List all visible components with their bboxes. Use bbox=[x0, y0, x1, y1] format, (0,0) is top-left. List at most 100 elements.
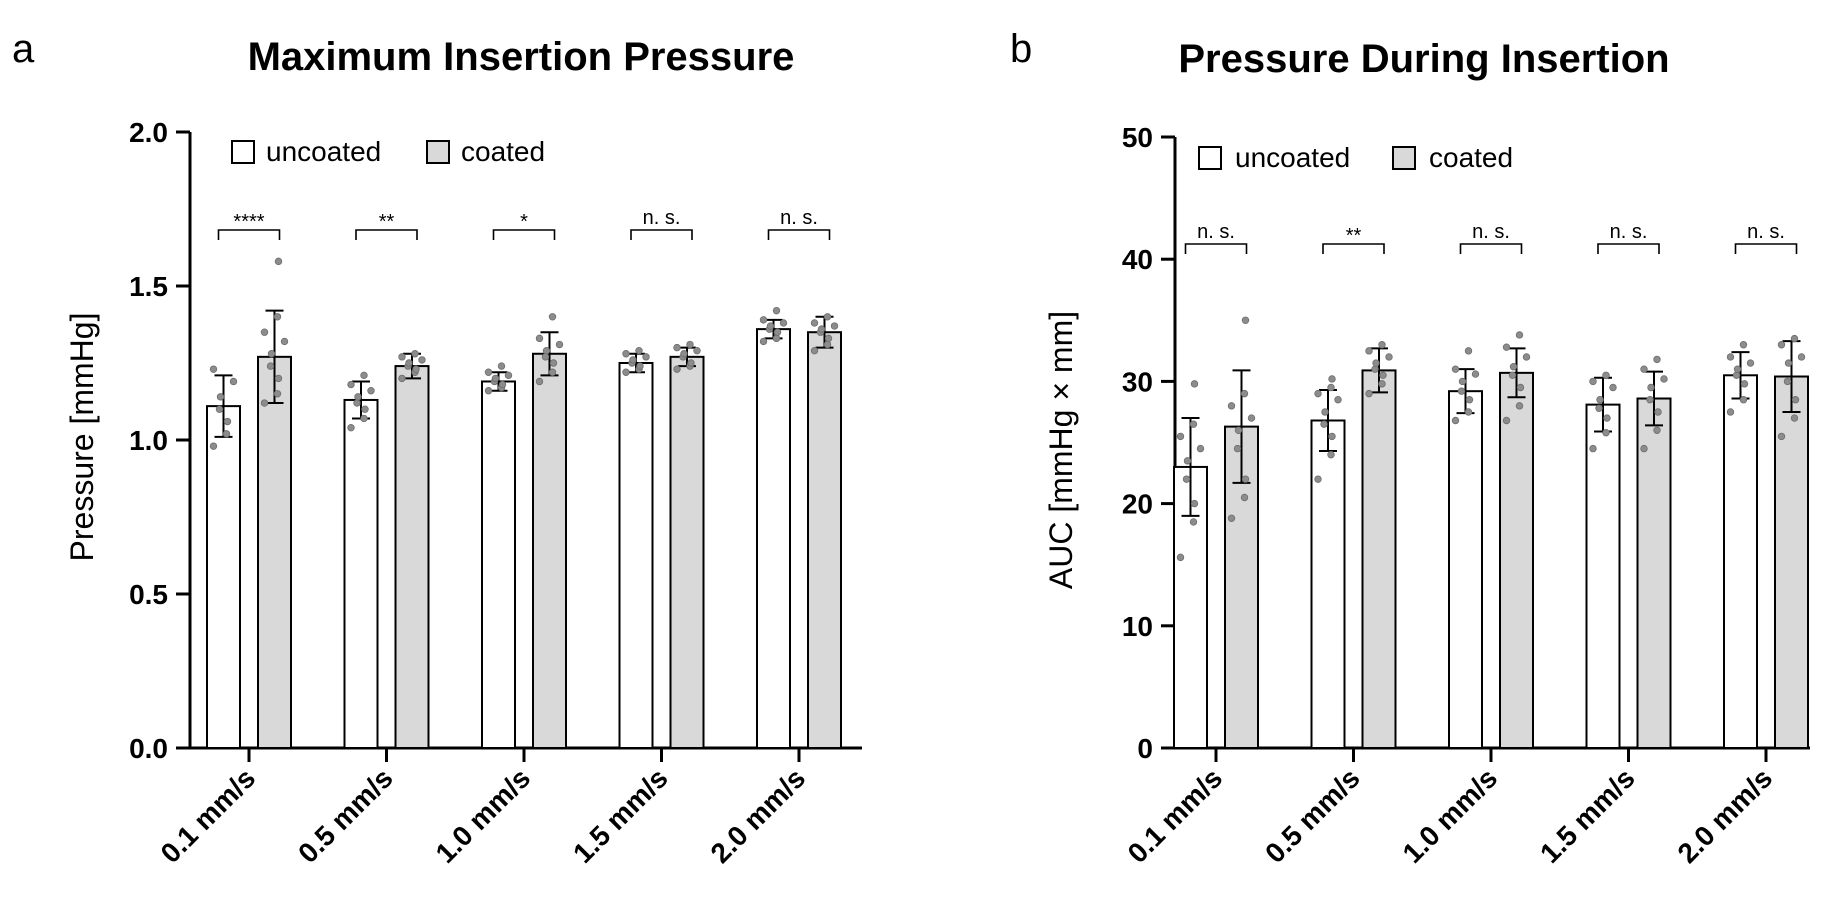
panel-b-y-axis-label: AUC [mmHg × mm] bbox=[1043, 311, 1079, 589]
panel-b-data-point bbox=[1182, 475, 1191, 483]
panel-a-data-point bbox=[484, 387, 493, 395]
panel-a-data-point bbox=[361, 405, 369, 413]
panel-b-data-point bbox=[1516, 383, 1525, 392]
panel-a-x-tick-label: 1.5 mm/s bbox=[567, 762, 674, 869]
panel-a-x-tick-label: 0.5 mm/s bbox=[292, 762, 399, 869]
panel-a-data-point bbox=[636, 362, 644, 370]
panel-b-data-point bbox=[1451, 365, 1460, 373]
panel-a-bar-uncoated bbox=[481, 380, 516, 749]
panel-b-data-point bbox=[1334, 396, 1342, 404]
panel-b-data-point bbox=[1784, 359, 1793, 367]
panel-b-data-point bbox=[1457, 387, 1466, 395]
panel-b-significance-bracket bbox=[1734, 243, 1798, 254]
panel-b-bar-coated bbox=[1636, 397, 1672, 749]
panel-b-data-point bbox=[1458, 377, 1467, 386]
panel-a-y-tick-label: 1.0 bbox=[129, 425, 168, 456]
panel-a-data-point bbox=[398, 374, 406, 383]
panel-a-data-point bbox=[266, 362, 275, 370]
panel-b-data-point bbox=[1247, 414, 1256, 422]
panel-b-data-point bbox=[1739, 396, 1748, 404]
panel-a-data-point bbox=[823, 313, 832, 321]
panel-a-data-point bbox=[759, 337, 768, 346]
panel-a-data-point bbox=[830, 322, 839, 330]
panel-a-data-point bbox=[273, 390, 282, 398]
panel-b-data-point bbox=[1372, 359, 1380, 367]
panel-b-significance-bracket bbox=[1322, 243, 1385, 254]
panel-a-data-point bbox=[354, 393, 362, 401]
panel-b-bar-coated bbox=[1361, 369, 1397, 749]
panel-b-data-point bbox=[1739, 341, 1748, 349]
panel-b-data-point bbox=[1654, 408, 1662, 416]
panel-a-data-point bbox=[367, 387, 375, 395]
panel-b-y-tick-label: 50 bbox=[1122, 122, 1153, 153]
panel-a-data-point bbox=[223, 417, 232, 426]
panel-a-plot-area: 0.0 0.5 1.0 1.5 2.0 0.1 mm/s **** 0.5 mm/s ** 1.0… bbox=[129, 117, 862, 869]
panel-a-data-point bbox=[817, 325, 826, 333]
panel-b-data-point bbox=[1726, 353, 1735, 361]
panel-b-data-point bbox=[1314, 475, 1322, 483]
panel-a-significance-label: **** bbox=[233, 211, 264, 233]
panel-a-data-point bbox=[412, 365, 420, 373]
panel-b-data-point bbox=[1190, 380, 1199, 388]
panel-b-data-point bbox=[1183, 457, 1192, 465]
panel-a-bar-uncoated bbox=[206, 405, 241, 749]
panel-b-bar-coated bbox=[1499, 371, 1534, 749]
panel-b-bar-coated bbox=[1774, 375, 1809, 749]
panel-b-data-point bbox=[1328, 375, 1336, 383]
panel-a-data-point bbox=[209, 365, 218, 373]
panel-a-significance-label: n. s. bbox=[780, 207, 818, 229]
panel-a-data-point bbox=[779, 319, 788, 327]
panel-b-data-point bbox=[1464, 347, 1473, 355]
legend-swatch-coated bbox=[1392, 146, 1416, 170]
panel-a-data-point bbox=[772, 334, 781, 343]
panel-b-data-point bbox=[1464, 408, 1473, 416]
panel-b-significance-bracket bbox=[1459, 243, 1523, 254]
panel-b-data-point bbox=[1660, 375, 1668, 383]
panel-b-significance-bracket bbox=[1184, 243, 1248, 254]
panel-a-data-point bbox=[260, 328, 269, 336]
panel-a-significance-bracket bbox=[767, 229, 831, 240]
panel-b-data-point bbox=[1777, 341, 1786, 349]
panel-b-data-point bbox=[1176, 553, 1185, 562]
panel-b-y-tick-label: 10 bbox=[1122, 611, 1153, 642]
panel-b-data-point bbox=[1522, 353, 1531, 361]
panel-a-data-point bbox=[260, 399, 269, 407]
panel-a-data-point bbox=[772, 306, 781, 315]
panel-b-data-point bbox=[1726, 408, 1735, 416]
panel-a-data-point bbox=[280, 337, 289, 346]
panel-a-significance-bracket bbox=[355, 229, 418, 240]
panel-a-y-tick-label: 1.5 bbox=[129, 271, 168, 302]
panel-b-significance-bracket bbox=[1597, 243, 1660, 254]
panel-a-data-point bbox=[274, 374, 283, 383]
panel-b-bar-uncoated bbox=[1310, 419, 1346, 749]
panel-a-data-point bbox=[535, 377, 544, 386]
panel-b-data-point bbox=[1732, 371, 1741, 379]
panel-b-data-point bbox=[1596, 396, 1604, 404]
panel-a-data-point bbox=[360, 414, 368, 423]
panel-b-data-point bbox=[1314, 389, 1322, 398]
panel-a-data-point bbox=[360, 371, 368, 380]
panel-b-bar-uncoated bbox=[1585, 403, 1621, 749]
panel-b-data-point bbox=[1653, 355, 1661, 364]
panel-b-chart: b Pressure During Insertion AUC [mmHg × … bbox=[1010, 27, 1810, 869]
panel-b-bar-uncoated bbox=[1448, 390, 1483, 749]
panel-b-data-point bbox=[1371, 365, 1379, 373]
panel-b-data-point bbox=[1471, 370, 1480, 378]
panel-a-y-tick-label: 2.0 bbox=[129, 117, 168, 148]
panel-a-data-point bbox=[642, 353, 650, 361]
panel-a-data-point bbox=[209, 442, 218, 450]
panel-b-data-point bbox=[1321, 408, 1329, 416]
panel-a-data-point bbox=[504, 371, 513, 380]
panel-a-data-point bbox=[273, 313, 282, 321]
panel-b-data-point bbox=[1790, 334, 1799, 343]
panel-a-x-tick-label: 0.1 mm/s bbox=[155, 762, 262, 869]
panel-a-data-point bbox=[555, 340, 564, 349]
panel-a-data-point bbox=[405, 359, 413, 367]
panel-b-data-point bbox=[1227, 402, 1236, 410]
legend-label-uncoated: uncoated bbox=[1235, 142, 1350, 173]
panel-b-data-point bbox=[1328, 432, 1336, 441]
panel-b-data-point bbox=[1196, 444, 1205, 453]
panel-a-data-point bbox=[693, 346, 701, 355]
panel-a-data-point bbox=[274, 257, 283, 266]
